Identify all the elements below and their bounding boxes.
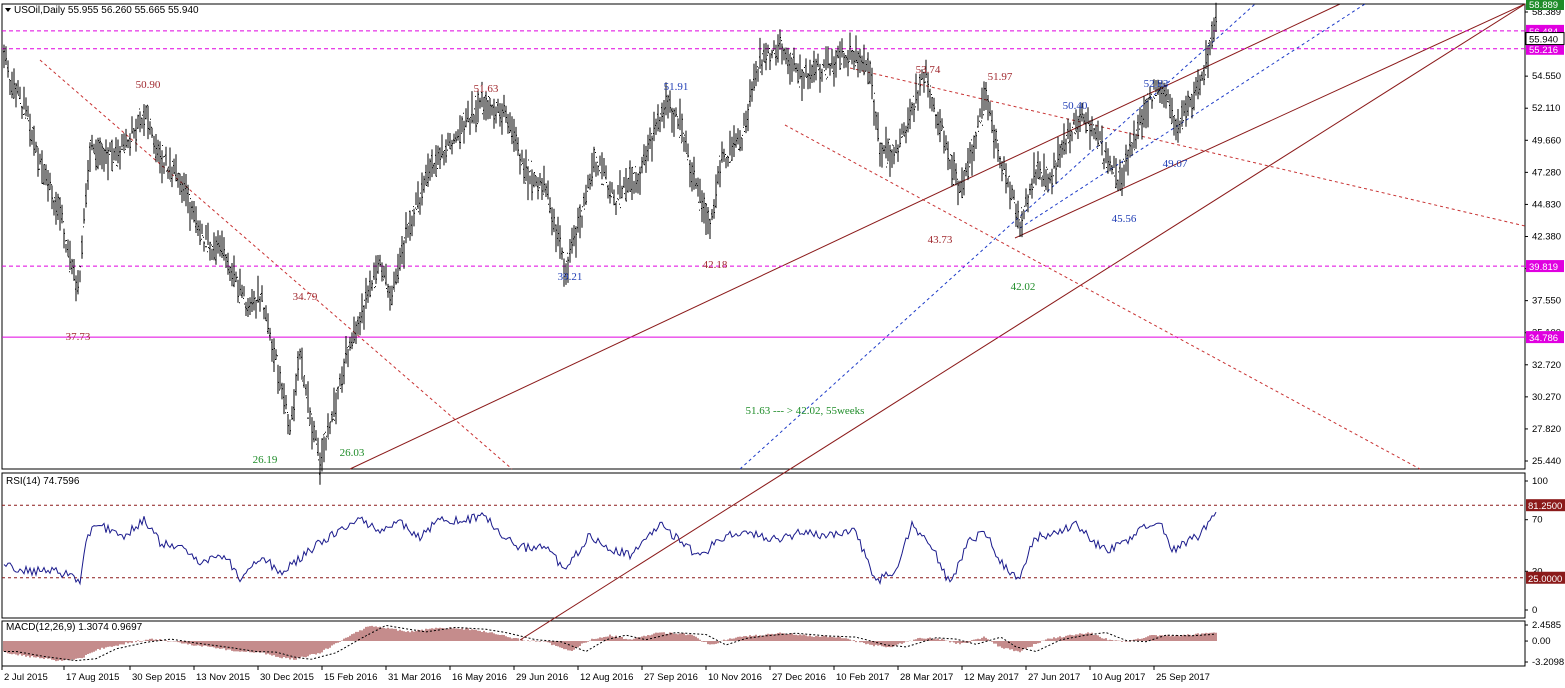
rsi-level-tag — [1526, 499, 1565, 512]
rsi-line — [3, 511, 1217, 586]
price-panel[interactable]: 58.389 55.940 54.550 52.110 49.660 47.280 44.8… — [2, 0, 1565, 641]
price-axis-label: 37.550 — [1532, 296, 1561, 307]
rsi-axis-label: 0 — [1532, 605, 1537, 616]
x-axis-label: 15 Feb 2016 — [324, 672, 377, 683]
x-axis-label: 30 Dec 2015 — [260, 672, 314, 683]
price-annotation: 26.19 — [253, 454, 278, 466]
price-annotation: 52.83 — [1144, 78, 1169, 90]
price-axis-label: 25.440 — [1532, 456, 1561, 467]
x-axis-label: 31 Mar 2016 — [388, 672, 441, 683]
x-axis-label: 27 Jun 2017 — [1028, 672, 1080, 683]
price-axis-label: 54.550 — [1532, 71, 1561, 82]
level-price-label: 34.786 — [1529, 333, 1558, 344]
level-price-label: 55.216 — [1529, 45, 1558, 56]
rsi-level-label: 81.2500 — [1528, 501, 1562, 512]
x-axis-label: 10 Aug 2017 — [1092, 672, 1145, 683]
price-header: USOil,Daily 55.955 56.260 55.665 55.940 — [14, 5, 199, 16]
price-annotation: 37.73 — [66, 331, 91, 343]
price-annotations: 50.90 37.73 34.79 26.19 26.03 51.63 39.21 51.91… — [66, 64, 1188, 466]
current-price-tag — [1525, 32, 1565, 46]
price-annotation: 43.73 — [928, 234, 953, 246]
x-axis-label: 10 Nov 2016 — [708, 672, 762, 683]
panel-frame-1 — [1, 472, 1526, 619]
level-price-tag — [1526, 42, 1564, 55]
price-axis-label: 52.110 — [1532, 103, 1560, 114]
price-annotation: 49.07 — [1163, 158, 1188, 170]
x-axis-label: 12 May 2017 — [964, 672, 1019, 683]
level-price-tag — [1526, 0, 1564, 10]
price-annotation: 51.63 — [474, 83, 499, 95]
x-axis-label: 30 Sep 2015 — [132, 672, 186, 683]
price-annotation: 34.79 — [293, 291, 318, 303]
level-price-tag — [1526, 331, 1564, 344]
price-annotation: 39.21 — [558, 271, 583, 283]
trend-line-channel-lower — [519, 3, 1526, 641]
rsi-level-label: 25.0000 — [1528, 574, 1562, 585]
x-axis: 2 Jul 2015 17 Aug 2015 30 Sep 2015 13 Nov 2… — [1, 666, 1210, 683]
macd-header: MACD(12,26,9) 1.3074 0.9697 — [6, 622, 143, 633]
x-axis-label: 28 Mar 2017 — [900, 672, 953, 683]
x-axis-label: 27 Dec 2016 — [772, 672, 826, 683]
x-axis-label: 10 Feb 2017 — [836, 672, 889, 683]
price-annotation: 42.18 — [703, 259, 728, 271]
price-annotation: 50.40 — [1063, 100, 1088, 112]
macd-panel[interactable]: 2.4585 0.00 -3.2098 — [3, 620, 1564, 668]
rsi-header: RSI(14) 74.7596 — [6, 476, 80, 487]
price-annotation: 51.91 — [664, 81, 689, 93]
price-annotation: 26.03 — [340, 447, 365, 459]
trend-line-descending-2015 — [39, 59, 513, 470]
x-axis-label: 2 Jul 2015 — [4, 672, 48, 683]
price-axis-label: 58.389 — [1532, 7, 1561, 18]
x-axis-label: 27 Sep 2016 — [644, 672, 698, 683]
macd-histogram — [3, 625, 1217, 662]
price-annotation: 51.97 — [988, 71, 1013, 83]
x-axis-label: 25 Sep 2017 — [1156, 672, 1210, 683]
collapse-triangle-icon[interactable] — [5, 8, 11, 12]
trend-line-channel-mid — [1014, 3, 1526, 239]
price-annotation: 42.02 — [1011, 281, 1036, 293]
macd-axis-label: -3.2098 — [1532, 657, 1564, 668]
price-axis-label: 44.830 — [1532, 199, 1561, 210]
price-annotation: 50.90 — [136, 79, 161, 91]
price-axis-label: 47.280 — [1532, 167, 1561, 178]
price-annotation: 53.74 — [916, 64, 941, 76]
x-axis-label: 13 Nov 2015 — [196, 672, 250, 683]
level-price-tag — [1526, 260, 1564, 273]
trend-line-descending-2017 — [784, 124, 1421, 470]
price-axis-label: 49.660 — [1532, 135, 1561, 146]
x-axis-label: 12 Aug 2016 — [580, 672, 633, 683]
price-annotation: 45.56 — [1112, 213, 1137, 225]
macd-axis-label: 0.00 — [1532, 636, 1551, 647]
panel-frame-2 — [1, 620, 1526, 667]
price-axis-label: 32.720 — [1532, 360, 1561, 371]
price-axis-label: 30.270 — [1532, 392, 1561, 403]
x-axis-label: 29 Jun 2016 — [516, 672, 568, 683]
x-axis-label: 17 Aug 2015 — [66, 672, 119, 683]
rsi-axis-label: 100 — [1532, 476, 1548, 487]
trend-line-blue-lower — [739, 3, 1256, 470]
level-price-label: 58.889 — [1529, 0, 1558, 11]
price-bar-series — [3, 2, 1217, 485]
level-price-label: 39.819 — [1529, 262, 1558, 273]
trend-line-resistance — [849, 67, 1526, 227]
price-axis-label: 42.380 — [1532, 232, 1561, 243]
rsi-axis-label: 70 — [1532, 515, 1543, 526]
price-annotation: 51.63 --- > 42.02, 55weeks — [746, 405, 865, 417]
price-axis-label: 27.820 — [1532, 424, 1561, 435]
rsi-level-tag — [1526, 571, 1565, 584]
macd-axis-label: 2.4585 — [1532, 620, 1561, 631]
trend-line-long-upper — [349, 3, 1341, 470]
current-price-label: 55.940 — [1529, 35, 1558, 46]
x-axis-label: 16 May 2016 — [452, 672, 507, 683]
price-bars — [3, 2, 1217, 485]
